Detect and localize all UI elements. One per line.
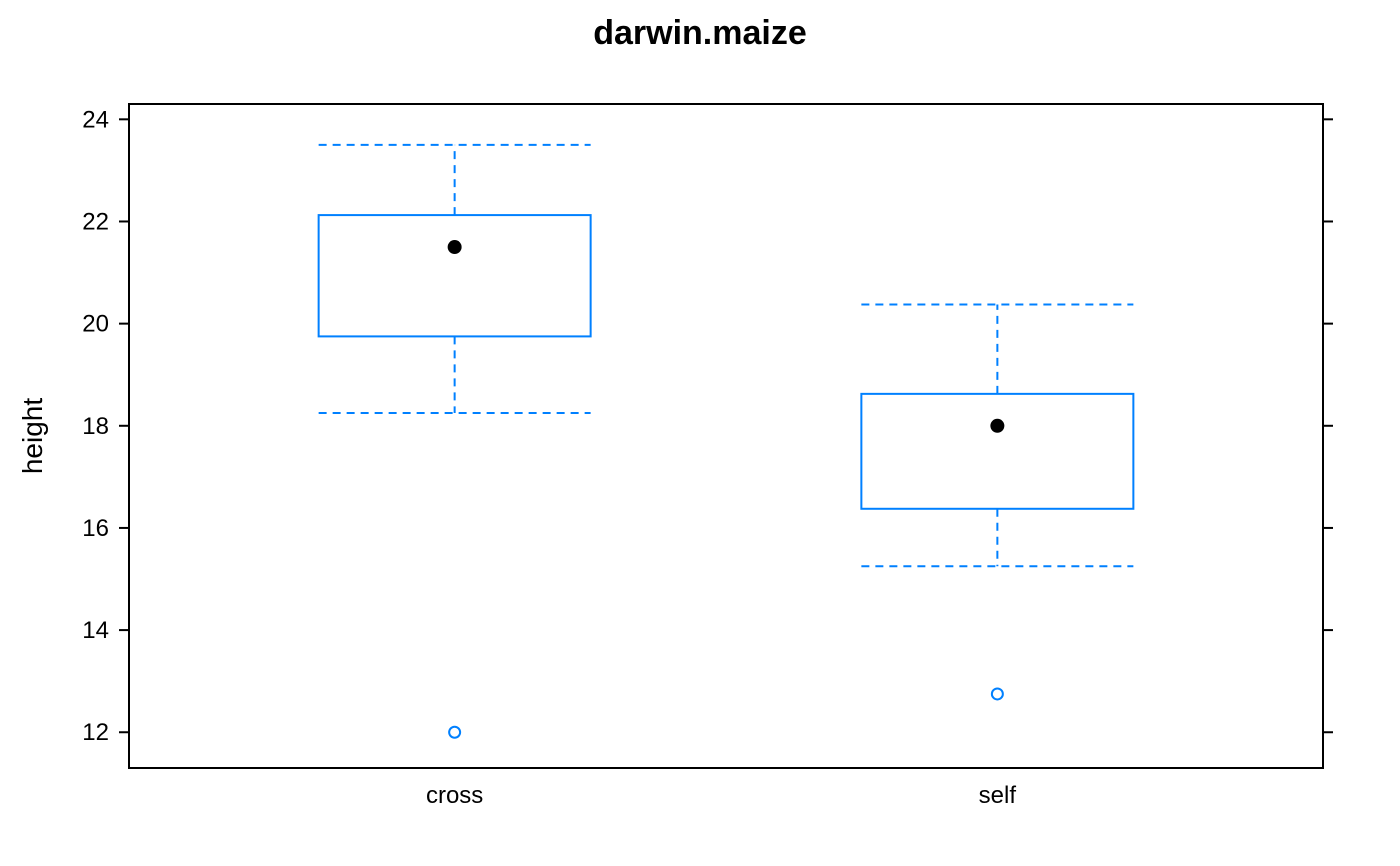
x-tick-label: cross	[426, 782, 483, 809]
x-tick-label: self	[979, 782, 1017, 809]
chart-title: darwin.maize	[593, 14, 807, 52]
median-dot	[447, 240, 462, 255]
outlier-point	[448, 725, 462, 739]
box-cross	[317, 143, 592, 739]
y-tick-label: 12	[82, 719, 109, 746]
y-tick-label: 18	[82, 413, 109, 440]
box-self	[860, 303, 1135, 701]
y-axis: 12 14 16 18 20 22 24	[82, 106, 1333, 746]
plot-frame	[128, 103, 1324, 769]
y-tick-label: 16	[82, 515, 109, 542]
y-axis-label: height	[17, 398, 48, 475]
y-tick-label: 22	[82, 208, 109, 235]
y-tick-label: 24	[82, 106, 109, 133]
iqr-box	[860, 392, 1135, 510]
x-axis: cross self	[426, 782, 1016, 809]
outlier-point	[990, 687, 1004, 701]
median-dot	[990, 418, 1005, 433]
iqr-box	[317, 214, 592, 338]
y-tick-label: 20	[82, 311, 109, 338]
y-tick-label: 14	[82, 617, 109, 644]
boxes	[317, 143, 1135, 739]
